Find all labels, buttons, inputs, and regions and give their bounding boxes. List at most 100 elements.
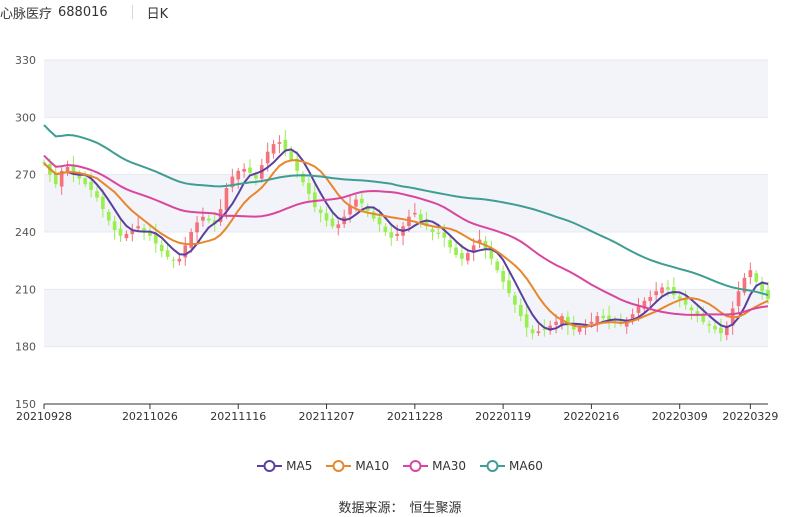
- candle-body: [395, 233, 399, 236]
- candle-body: [648, 296, 653, 302]
- candle-body: [312, 192, 317, 208]
- candle-body: [277, 142, 282, 144]
- candle-body: [689, 307, 694, 311]
- candle-body: [165, 250, 170, 257]
- legend-item-ma60[interactable]: MA60: [480, 459, 543, 473]
- legend-symbol-ma30: [403, 460, 429, 472]
- candle-body: [654, 291, 658, 296]
- stock-code: 688016: [58, 4, 108, 20]
- data-source: 数据来源： 恒生聚源: [0, 497, 800, 516]
- candle-body: [189, 232, 193, 248]
- candle-body: [71, 165, 76, 173]
- candle-body: [424, 219, 429, 227]
- candle-body: [719, 327, 723, 334]
- candle-body: [318, 209, 323, 213]
- x-tick-label: 20220216: [563, 410, 619, 423]
- y-tick-label: 240: [15, 226, 36, 239]
- candle-body: [442, 232, 447, 238]
- legend-item-ma30[interactable]: MA30: [403, 459, 466, 473]
- legend-item-ma5[interactable]: MA5: [257, 459, 312, 473]
- header-divider: [131, 5, 133, 19]
- ma60-line: [43, 124, 769, 297]
- legend-symbol-ma10: [326, 460, 352, 472]
- candle-body: [171, 259, 176, 261]
- legend-label-ma30: MA30: [432, 459, 467, 473]
- candle-body: [248, 167, 252, 173]
- candle-body: [707, 324, 711, 326]
- candle-body: [465, 253, 470, 261]
- chart-header: 心脉医疗 688016 日K: [0, 2, 168, 22]
- y-tick-label: 300: [15, 111, 36, 124]
- candle-body: [42, 162, 46, 164]
- candle-body: [695, 311, 700, 317]
- x-tick-label: 20211228: [387, 410, 443, 423]
- candle-body: [154, 233, 158, 244]
- candle-body: [336, 224, 341, 229]
- data-source-value: 恒生聚源: [409, 501, 462, 516]
- candle-body: [630, 314, 635, 321]
- candle-body: [595, 316, 600, 324]
- candle-body: [307, 183, 311, 194]
- candle-body: [460, 253, 464, 259]
- candle-body: [713, 325, 717, 330]
- candle-body: [436, 232, 441, 234]
- candle-body: [495, 261, 500, 271]
- candle-body: [536, 331, 541, 334]
- grid-band: [44, 60, 768, 118]
- candle-body: [377, 217, 382, 225]
- candle-body: [295, 158, 299, 171]
- candle-body: [660, 287, 664, 294]
- candle-body: [748, 270, 753, 278]
- candle-body: [724, 325, 729, 336]
- candle-body: [224, 188, 229, 211]
- candle-body: [448, 240, 452, 248]
- candle-body: [477, 239, 482, 244]
- legend-symbol-ma5: [257, 460, 283, 472]
- candle-body: [201, 216, 205, 221]
- candle-body: [195, 222, 199, 233]
- legend-label-ma5: MA5: [286, 459, 313, 473]
- candle-body: [242, 168, 246, 172]
- candle-body: [701, 314, 706, 322]
- candle-body: [354, 199, 358, 207]
- data-source-label: 数据来源：: [338, 501, 404, 516]
- candle-body: [677, 296, 682, 299]
- ma10-line: [43, 159, 769, 328]
- candle-body: [177, 258, 182, 262]
- x-tick-label: 20210928: [16, 410, 72, 423]
- candle-body: [206, 218, 211, 221]
- candle-body: [530, 329, 535, 334]
- candle-body: [489, 248, 494, 259]
- candle-body: [59, 170, 64, 187]
- candle-body: [754, 273, 759, 282]
- candle-body: [736, 291, 741, 307]
- chart-legend: MA5 MA10 MA30 MA60: [0, 459, 800, 473]
- candle-body: [383, 226, 388, 232]
- candle-body: [566, 316, 570, 326]
- period-tab[interactable]: 日K: [146, 6, 169, 22]
- ma5-line: [43, 148, 769, 331]
- candle-body: [124, 233, 129, 239]
- stock-name: 心脉医疗: [0, 6, 53, 22]
- candle-body: [101, 196, 105, 210]
- candle-body: [518, 304, 523, 317]
- candle-body: [666, 287, 670, 290]
- candle-body: [430, 229, 435, 232]
- candle-body: [289, 151, 294, 160]
- x-tick-label: 20211026: [122, 410, 178, 423]
- candle-body: [589, 321, 594, 324]
- candle-body: [254, 175, 258, 179]
- candle-body: [65, 167, 70, 172]
- candle-body: [454, 247, 458, 255]
- y-tick-label: 180: [15, 341, 36, 354]
- candle-body: [106, 211, 111, 221]
- candle-body: [360, 198, 364, 204]
- candle-body: [683, 298, 688, 305]
- x-tick-label: 20211207: [299, 410, 355, 423]
- candle-body: [607, 315, 611, 320]
- candle-body: [136, 226, 141, 229]
- legend-item-ma10[interactable]: MA10: [326, 459, 389, 473]
- candle-body: [365, 206, 370, 211]
- y-tick-label: 150: [15, 398, 36, 411]
